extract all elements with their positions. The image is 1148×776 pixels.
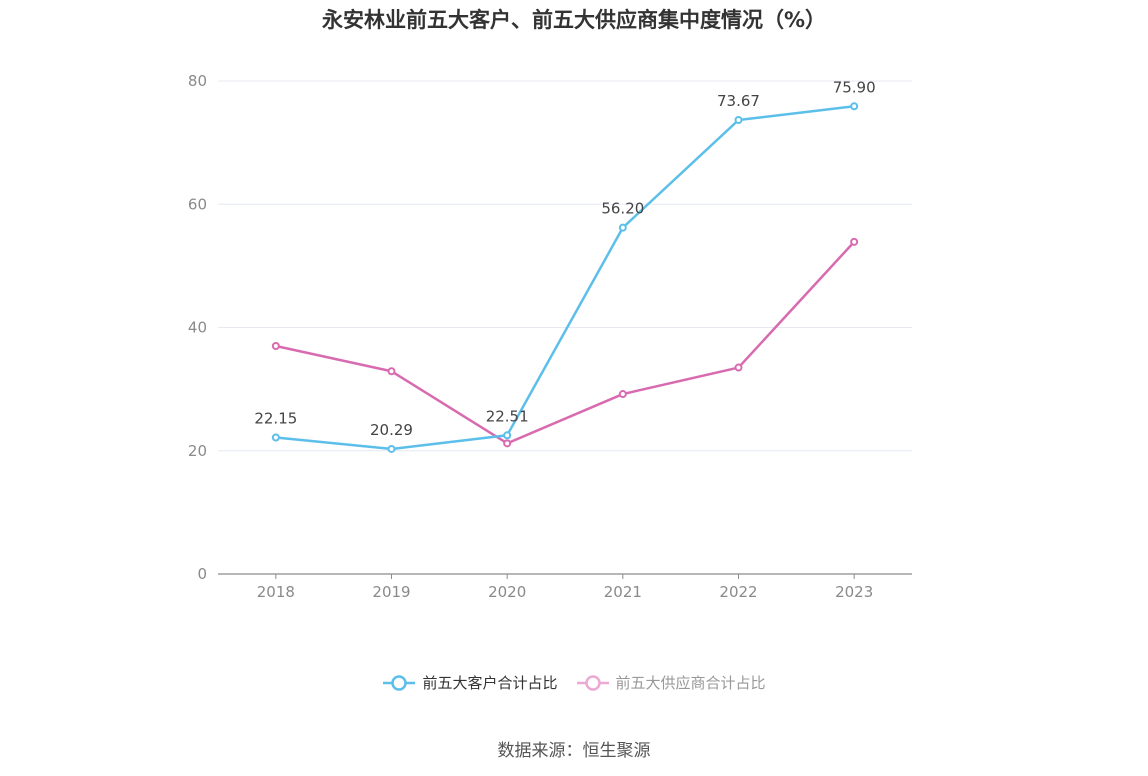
data-label: 73.67 — [717, 92, 760, 110]
data-point-1 — [850, 237, 859, 246]
legend-item-customers[interactable]: 前五大客户合计占比 — [382, 672, 558, 693]
data-label: 56.20 — [601, 200, 644, 218]
data-point-1 — [387, 367, 396, 376]
data-point-0 — [271, 433, 280, 442]
grid-lines — [218, 80, 912, 452]
y-tick-label: 20 — [188, 442, 207, 460]
legend-item-suppliers[interactable]: 前五大供应商合计占比 — [576, 672, 766, 693]
data-label: 75.90 — [833, 78, 876, 96]
legend-label-suppliers: 前五大供应商合计占比 — [615, 674, 766, 692]
data-point-1 — [618, 390, 627, 399]
legend-marker-suppliers — [576, 674, 609, 691]
data-label: 22.15 — [254, 410, 297, 428]
series-line-1 — [275, 240, 856, 445]
x-tick-label: 2021 — [604, 583, 642, 601]
data-point-0 — [850, 102, 859, 111]
y-tick-label: 60 — [188, 195, 207, 213]
x-axis: 2018 2019 2020 2021 2022 2023 — [218, 573, 912, 601]
x-tick-label: 2023 — [835, 583, 873, 601]
y-axis: 0 20 40 60 80 — [188, 72, 207, 583]
chart-title: 永安林业前五大客户、前五大供应商集中度情况（%） — [321, 8, 827, 32]
data-point-1 — [734, 363, 743, 372]
x-tick-label: 2020 — [488, 583, 526, 601]
data-point-1 — [271, 341, 280, 350]
data-labels: 22.15 20.29 22.51 56.20 73.67 75.90 — [254, 78, 875, 439]
y-tick-label: 80 — [188, 72, 207, 90]
legend-marker-customers — [383, 674, 416, 691]
series-group — [271, 102, 859, 453]
data-point-0 — [618, 223, 627, 232]
data-point-0 — [387, 444, 396, 453]
data-point-0 — [503, 431, 512, 440]
legend: 前五大客户合计占比 前五大供应商合计占比 — [0, 672, 1148, 693]
x-tick-label: 2018 — [257, 583, 295, 601]
data-point-1 — [503, 439, 512, 448]
x-tick-label: 2019 — [372, 583, 410, 601]
x-tick-label: 2022 — [719, 583, 757, 601]
legend-label-customers: 前五大客户合计占比 — [422, 674, 558, 692]
y-tick-label: 0 — [197, 565, 207, 583]
series-line-0 — [275, 105, 855, 451]
data-source: 数据来源：恒生聚源 — [497, 741, 651, 761]
y-tick-label: 40 — [188, 319, 207, 337]
data-label: 20.29 — [370, 421, 413, 439]
data-point-0 — [734, 116, 743, 125]
data-label: 22.51 — [486, 407, 529, 425]
